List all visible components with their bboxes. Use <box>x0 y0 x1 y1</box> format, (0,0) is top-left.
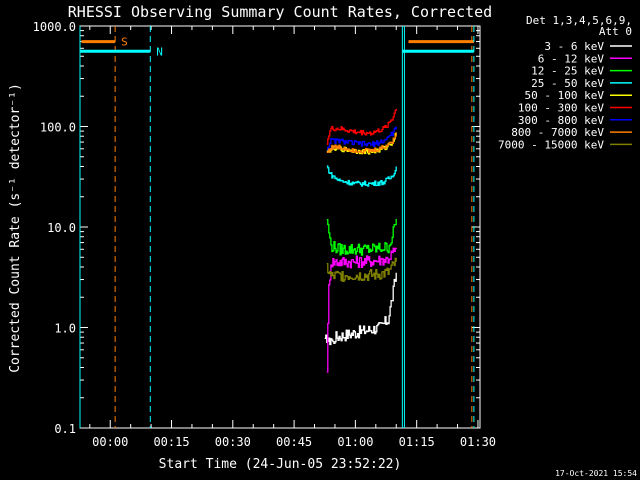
legend-header-line: Att 0 <box>599 25 632 38</box>
x-tick-label: 01:30 <box>460 435 496 449</box>
plot-area: 1000.0 100.0 10.0 1.0 0.1 00:00 00:15 00:30 00:4… <box>33 20 496 449</box>
period-label-N: N <box>156 45 163 58</box>
legend-entry-label: 300 - 800 keV <box>518 114 604 127</box>
x-tick-label: 00:15 <box>153 435 189 449</box>
y-tick-label: 1.0 <box>54 322 76 336</box>
series-line-0 <box>324 272 397 346</box>
y-tick-label: 0.1 <box>54 422 76 436</box>
x-tick-label: 01:00 <box>337 435 373 449</box>
legend-entry-label: 3 - 6 keV <box>544 40 604 53</box>
series-line-7 <box>326 132 397 154</box>
series-line-2 <box>326 219 397 256</box>
x-tick-label: 00:30 <box>215 435 251 449</box>
x-tick-label: 00:45 <box>276 435 312 449</box>
chart-title: RHESSI Observing Summary Count Rates, Co… <box>68 3 492 21</box>
x-axis-label: Start Time (24-Jun-05 23:52:22) <box>159 457 402 472</box>
legend-entry-label: 12 - 25 keV <box>531 65 604 78</box>
legend-entry-label: 25 - 50 keV <box>531 77 604 90</box>
legend-entry-label: 7000 - 15000 keV <box>498 138 604 151</box>
footer-date: 17-Oct-2021 15:54 <box>555 469 637 478</box>
series-line-5 <box>326 108 397 145</box>
series-line-8 <box>326 257 397 282</box>
x-tick-label: 01:15 <box>399 435 435 449</box>
series-line-6 <box>326 126 397 151</box>
legend-entry-label: 800 - 7000 keV <box>511 126 604 139</box>
x-tick-label: 00:00 <box>92 435 128 449</box>
legend-entry-label: 6 - 12 keV <box>538 52 605 65</box>
y-tick-label: 10.0 <box>47 221 76 235</box>
y-axis-label: Corrected Count Rate (s⁻¹ detector⁻¹) <box>8 83 23 373</box>
legend-entry-label: 50 - 100 keV <box>525 89 605 102</box>
y-tick-label: 1000.0 <box>33 20 76 34</box>
legend-entry-label: 100 - 300 keV <box>518 102 604 115</box>
period-label-S: S <box>121 36 128 49</box>
legend-header-line: Det 1,3,4,5,6,9, <box>526 14 632 27</box>
series-line-3 <box>326 165 397 187</box>
series-line-1 <box>326 247 397 373</box>
y-tick-label: 100.0 <box>40 121 76 135</box>
